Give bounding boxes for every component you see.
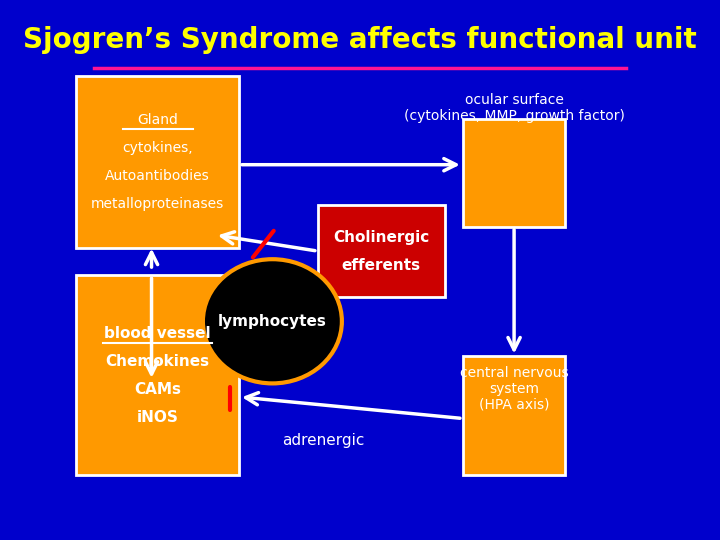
- FancyBboxPatch shape: [463, 119, 565, 227]
- Text: adrenergic: adrenergic: [282, 433, 365, 448]
- Text: metalloproteinases: metalloproteinases: [91, 197, 224, 211]
- Text: efferents: efferents: [341, 258, 420, 273]
- Text: iNOS: iNOS: [137, 410, 179, 425]
- Text: ocular surface
(cytokines, MMP, growth factor): ocular surface (cytokines, MMP, growth f…: [404, 93, 624, 123]
- FancyBboxPatch shape: [76, 275, 239, 475]
- Text: Autoantibodies: Autoantibodies: [105, 169, 210, 183]
- Text: Cholinergic: Cholinergic: [333, 230, 429, 245]
- Text: CAMs: CAMs: [134, 382, 181, 397]
- Text: blood vessel: blood vessel: [104, 326, 211, 341]
- Text: Gland: Gland: [137, 113, 178, 127]
- Text: Chemokines: Chemokines: [106, 354, 210, 369]
- Circle shape: [203, 259, 342, 383]
- Text: lymphocytes: lymphocytes: [218, 314, 327, 329]
- Text: central nervous
system
(HPA axis): central nervous system (HPA axis): [460, 366, 568, 412]
- FancyBboxPatch shape: [463, 356, 565, 475]
- Text: cytokines,: cytokines,: [122, 141, 193, 155]
- Text: Sjogren’s Syndrome affects functional unit: Sjogren’s Syndrome affects functional un…: [23, 26, 697, 55]
- FancyBboxPatch shape: [318, 205, 444, 297]
- FancyBboxPatch shape: [76, 76, 239, 248]
